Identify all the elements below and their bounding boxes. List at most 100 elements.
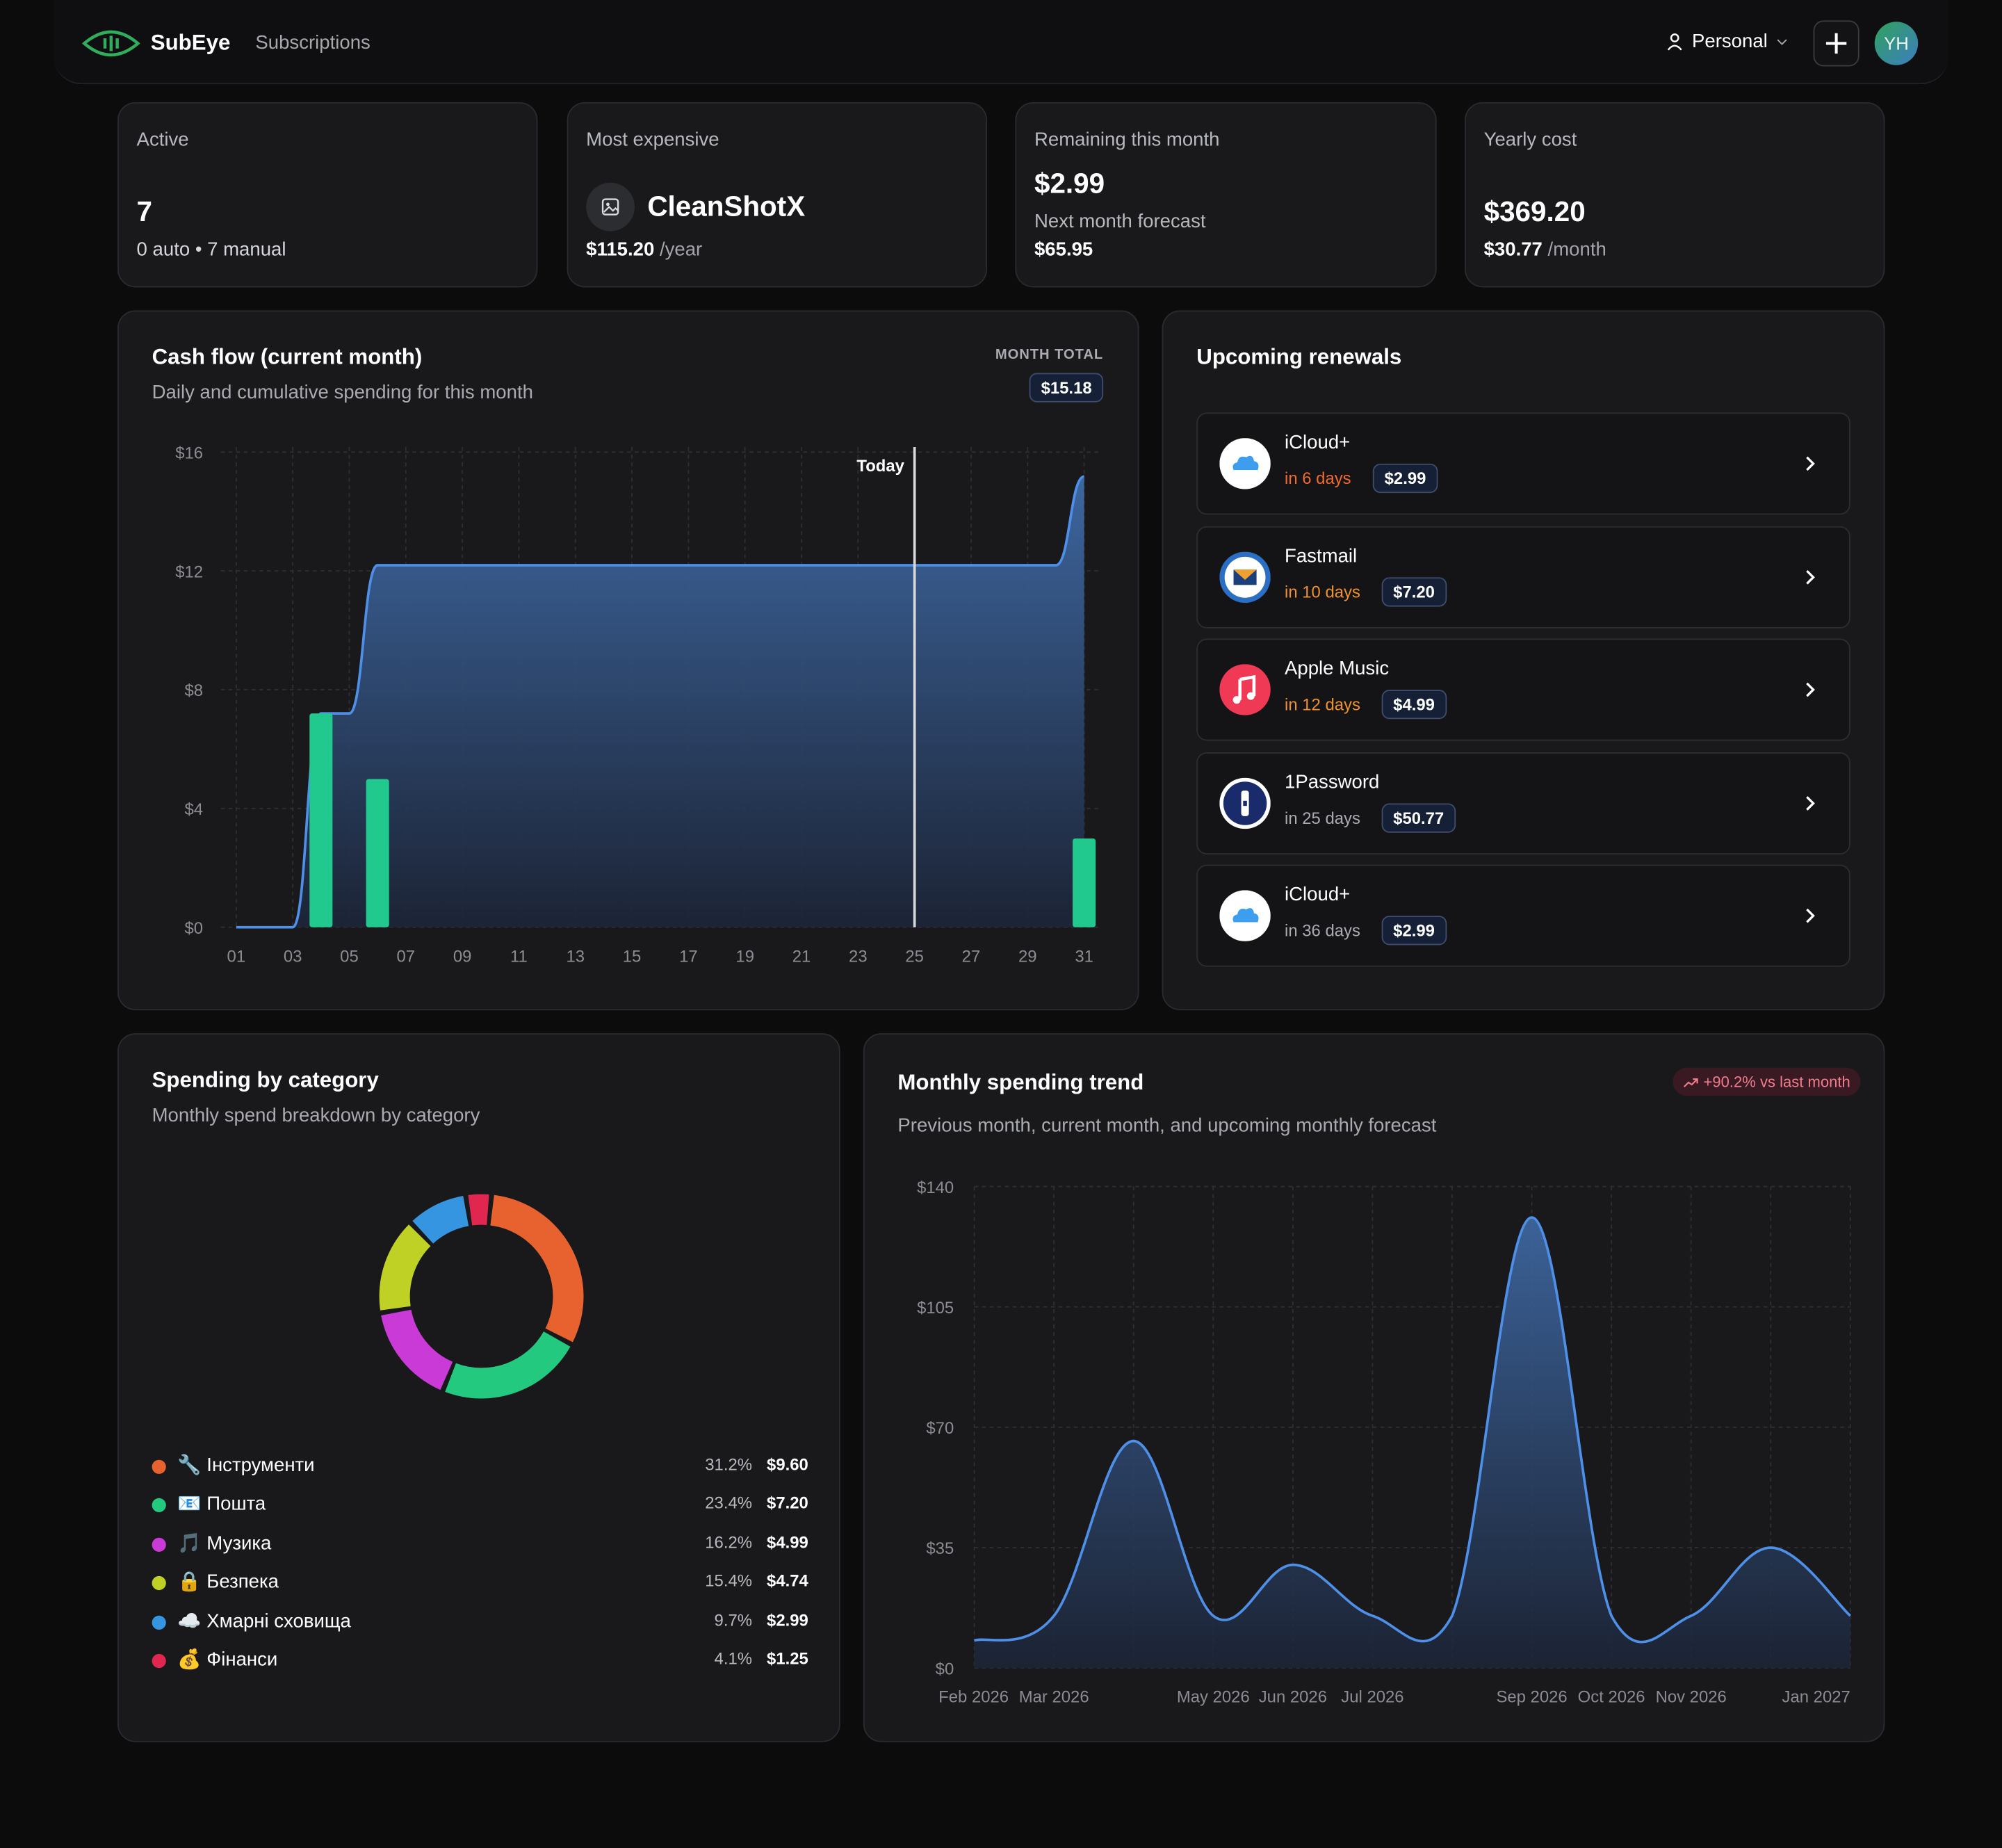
plus-icon (1825, 33, 1847, 54)
stat-active-value: 7 (136, 195, 153, 227)
y-tick-label: $0 (936, 1660, 954, 1678)
renewal-due: in 12 days (1285, 695, 1360, 714)
legend-category-percent: 31.2% (705, 1454, 752, 1474)
legend-category-name: 🔧 Інструменти (177, 1454, 315, 1477)
renewal-name: 1Password (1285, 770, 1380, 793)
y-tick-label: $4 (185, 800, 204, 819)
legend-color-dot (152, 1576, 166, 1591)
renewal-price: $50.77 (1381, 802, 1456, 832)
x-tick-label: 21 (792, 947, 811, 966)
legend-color-dot (152, 1615, 166, 1630)
renewal-item[interactable]: iCloud+ in 6 days $2.99 (1196, 412, 1850, 515)
chevron-right-icon (1806, 456, 1815, 471)
legend-category-name: 🔒 Безпека (177, 1571, 279, 1594)
donut-slice (379, 1224, 431, 1311)
onepassword-icon (1219, 777, 1271, 829)
cashflow-subtitle: Daily and cumulative spending for this m… (152, 382, 533, 404)
stat-active-card: Active 7 0 auto • 7 manual (117, 102, 538, 288)
daily-bar (366, 779, 389, 927)
daily-bar (1073, 838, 1096, 927)
stat-most-expensive-label: Most expensive (586, 129, 719, 151)
legend-category-amount: $7.20 (767, 1493, 808, 1513)
chevron-right-icon (1806, 795, 1815, 810)
y-tick-label: $105 (917, 1299, 954, 1318)
legend-category-amount: $4.99 (767, 1532, 808, 1552)
stat-active-detail: 0 auto • 7 manual (136, 238, 286, 261)
x-tick-label: 15 (623, 947, 642, 966)
x-tick-label: 11 (510, 947, 528, 966)
stat-remaining-value: $2.99 (1034, 167, 1105, 200)
y-tick-label: $12 (175, 562, 203, 581)
renewal-price: $2.99 (1381, 916, 1447, 946)
category-legend-item: 🎵 Музика 16.2% $4.99 (152, 1531, 808, 1557)
renewal-price: $7.20 (1381, 576, 1447, 606)
top-header: SubEye Subscriptions Personal YH (54, 0, 1949, 85)
x-tick-label: 03 (284, 947, 302, 966)
workspace-switcher[interactable]: Personal (1665, 31, 1789, 52)
avatar[interactable]: YH (1874, 22, 1919, 65)
renewals-title: Upcoming renewals (1196, 344, 1402, 369)
image-icon (586, 182, 635, 232)
stat-most-expensive-card: Most expensive CleanShotX $115.20 /year (567, 102, 988, 288)
legend-color-dot (152, 1459, 166, 1474)
x-tick-label: Jul 2026 (1341, 1688, 1403, 1707)
month-total-value: $15.18 (1030, 373, 1104, 403)
renewal-item[interactable]: iCloud+ in 36 days $2.99 (1196, 864, 1850, 967)
renewal-due: in 6 days (1285, 469, 1351, 488)
category-donut-chart (379, 1194, 584, 1399)
stat-yearly-monthly: $30.77 (1483, 238, 1543, 261)
renewal-name: iCloud+ (1285, 884, 1351, 906)
chevron-right-icon (1806, 569, 1815, 584)
eye-logo-icon[interactable] (81, 26, 141, 61)
legend-category-percent: 9.7% (714, 1610, 752, 1630)
x-tick-label: 07 (397, 947, 416, 966)
nav-subscriptions-link[interactable]: Subscriptions (255, 31, 371, 54)
trending-up-icon (1683, 1078, 1698, 1087)
legend-color-dot (152, 1537, 166, 1552)
x-tick-label: 01 (227, 947, 246, 966)
trend-change-badge: +90.2% vs last month (1673, 1067, 1861, 1096)
legend-color-dot (152, 1498, 166, 1513)
renewal-due: in 36 days (1285, 921, 1360, 941)
legend-category-name: 📧 Пошта (177, 1493, 266, 1516)
category-title: Spending by category (152, 1067, 379, 1092)
category-card: Spending by category Monthly spend break… (117, 1033, 840, 1742)
trend-card: Monthly spending trend Previous month, c… (863, 1033, 1885, 1742)
donut-slice (445, 1331, 571, 1399)
renewals-card: Upcoming renewals iCloud+ in 6 days $2.99 F… (1162, 310, 1885, 1011)
cumulative-line (236, 475, 1085, 929)
donut-slice (468, 1194, 489, 1226)
stat-yearly-value: $369.20 (1483, 195, 1586, 227)
stat-most-expensive-period: /year (659, 238, 703, 261)
renewal-due: in 25 days (1285, 807, 1360, 827)
legend-category-name: 💰 Фінанси (177, 1648, 278, 1671)
cashflow-chart: $0 $4 $8 $12 $16 01 03 05 07 09 11 13 15 17 19 21 23 25 27… (175, 444, 1100, 966)
legend-category-percent: 15.4% (705, 1571, 752, 1591)
legend-category-amount: $9.60 (767, 1454, 808, 1474)
brand-name[interactable]: SubEye (150, 31, 231, 55)
renewal-item[interactable]: Fastmail in 10 days $7.20 (1196, 525, 1850, 628)
stat-forecast-value: $65.95 (1034, 238, 1093, 261)
x-tick-label: 09 (453, 947, 472, 966)
category-legend-item: 📧 Пошта 23.4% $7.20 (152, 1492, 808, 1518)
y-tick-label: $8 (185, 681, 204, 700)
renewal-name: Fastmail (1285, 544, 1358, 567)
stat-remaining-card: Remaining this month $2.99 Next month fo… (1015, 102, 1437, 288)
category-legend-item: 🔒 Безпека 15.4% $4.74 (152, 1570, 808, 1596)
x-tick-label: Jun 2026 (1259, 1688, 1327, 1707)
legend-category-amount: $1.25 (767, 1648, 808, 1669)
icloud-icon (1219, 438, 1271, 489)
x-tick-label: 29 (1018, 947, 1037, 966)
x-tick-label: 31 (1075, 947, 1093, 966)
renewal-price: $2.99 (1373, 463, 1438, 494)
trend-change-text: +90.2% vs last month (1703, 1073, 1850, 1091)
month-total-label: MONTH TOTAL (995, 347, 1104, 363)
add-subscription-button[interactable] (1813, 20, 1859, 67)
x-tick-label: 13 (566, 947, 585, 966)
renewal-item[interactable]: Apple Music in 12 days $4.99 (1196, 638, 1850, 741)
chevron-right-icon (1806, 908, 1815, 923)
legend-category-name: ☁️ Хмарні сховища (177, 1610, 351, 1632)
trend-area (974, 1217, 1850, 1669)
renewal-item[interactable]: 1Password in 25 days $50.77 (1196, 752, 1850, 854)
today-marker-label: Today (856, 457, 904, 476)
